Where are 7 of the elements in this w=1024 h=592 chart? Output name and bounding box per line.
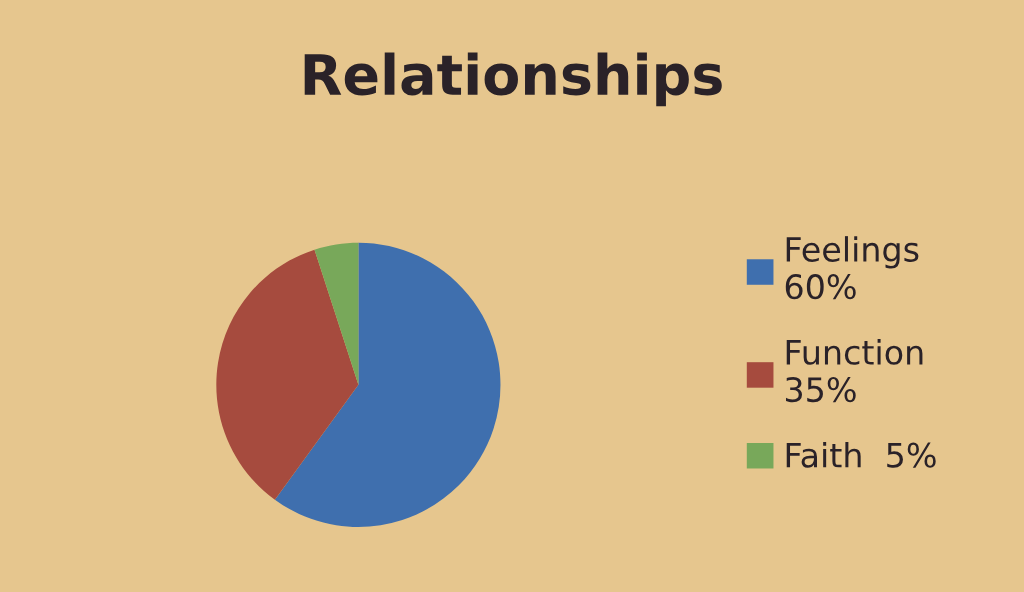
chart-title: Relationships <box>304 52 722 107</box>
pie-slice <box>314 242 359 385</box>
legend-label: Faith 5% <box>786 441 936 468</box>
legend-label: Function 35% <box>786 339 923 403</box>
legend-label: Feelings 60% <box>785 236 919 300</box>
pie-slice <box>274 242 501 527</box>
pie-slice <box>216 249 359 500</box>
